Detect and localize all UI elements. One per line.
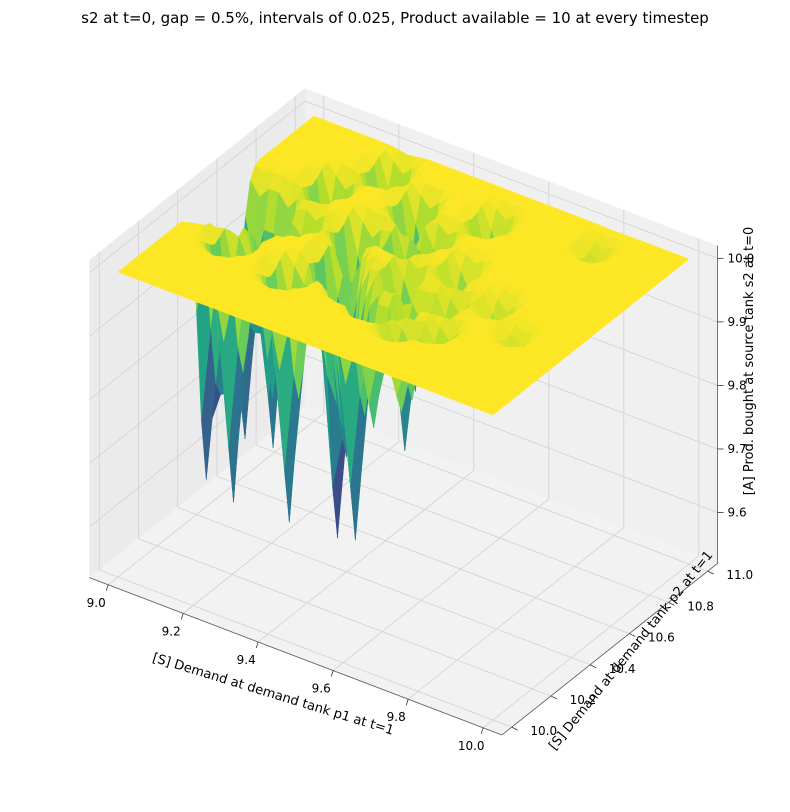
surface-cell	[483, 407, 499, 416]
x-grid-floor	[482, 555, 700, 729]
x-tick-mark	[405, 699, 409, 706]
y-tick-label: 10.0	[530, 724, 557, 738]
y-tick-mark	[668, 601, 675, 606]
y-tick-label: 10.6	[648, 631, 675, 645]
chart-title: s2 at t=0, gap = 0.5%, intervals of 0.02…	[81, 9, 709, 27]
z-tick-label: 10.0	[728, 251, 755, 265]
surface-plot	[117, 115, 690, 541]
y-tick-mark	[550, 695, 558, 700]
z-grid-left	[89, 100, 306, 274]
y-axis-ticks: 10.0 10.2 10.4 10.6 10.8 11.0	[511, 568, 753, 738]
y-tick-label: 10.8	[687, 599, 714, 613]
x-tick-label: 9.4	[237, 653, 256, 667]
x-grid-floor	[332, 498, 550, 671]
x-tick-mark	[105, 584, 109, 591]
x-grid-floor	[182, 441, 400, 614]
x-tick-label: 9.6	[312, 682, 331, 696]
x-tick-label: 9.0	[87, 596, 106, 610]
axis-lines	[89, 245, 718, 736]
y-tick-label: 10.4	[609, 662, 636, 676]
y-tick-label: 10.2	[570, 693, 597, 707]
x-tick-label: 9.8	[387, 710, 406, 724]
y-tick-label: 11.0	[726, 568, 753, 582]
x-tick-mark	[330, 670, 334, 677]
y-tick-mark	[589, 664, 597, 669]
z-tick-label: 9.6	[728, 506, 747, 520]
y-grid-floor	[255, 444, 669, 603]
x-tick-label: 10.0	[458, 739, 485, 753]
z-tick-label: 9.9	[728, 315, 747, 329]
x-tick-label: 9.2	[162, 624, 181, 638]
y-grid-floor	[216, 475, 630, 634]
x-grid-floor	[257, 470, 475, 643]
z-axis-label: [A] Prod. bought at source tank s2 at t=…	[742, 227, 757, 496]
y-tick-mark	[629, 633, 636, 637]
x-tick-mark	[255, 641, 259, 649]
x-tick-mark	[480, 727, 484, 734]
x-axis-ticks: 9.0 9.2 9.4 9.6 9.8 10.0	[87, 584, 485, 753]
y-grid-floor	[177, 507, 591, 666]
floor-pane	[89, 406, 718, 735]
y-grid-floor	[99, 569, 512, 728]
x-grid-floor	[407, 527, 625, 700]
y-tick-mark	[707, 570, 714, 575]
z-tick-label: 9.8	[728, 378, 747, 392]
y-tick-mark	[511, 726, 518, 731]
z-tick-label: 9.7	[728, 442, 747, 456]
y-grid-floor	[138, 538, 552, 697]
x-axis-line	[89, 577, 503, 736]
z-grid-back	[304, 100, 718, 259]
x-tick-mark	[180, 613, 184, 620]
y-axis-line	[501, 563, 718, 736]
z-axis-ticks: 9.6 9.7 9.8 9.9 10.0	[717, 251, 755, 520]
